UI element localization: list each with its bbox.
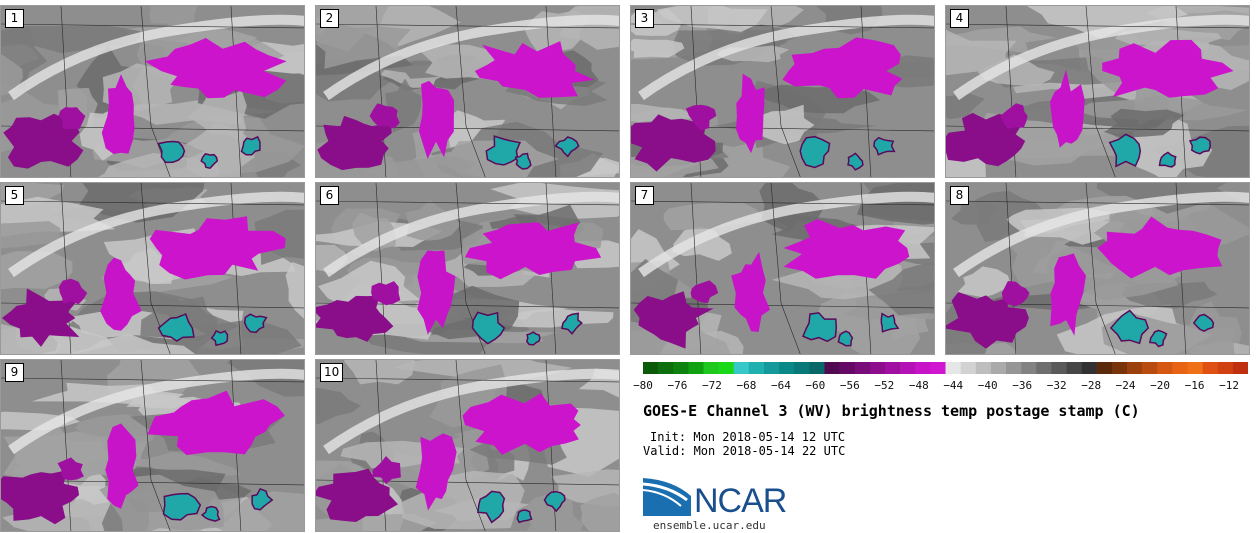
- colorbar-segment: [975, 362, 992, 374]
- colorbar-tick-label: −60: [805, 379, 826, 392]
- panel-number: 6: [320, 186, 339, 205]
- stamp-panel-9: 9: [0, 359, 305, 532]
- colorbar-tick-label: −48: [908, 379, 929, 392]
- colorbar-tick-label: −36: [1012, 379, 1033, 392]
- panel-number: 3: [635, 9, 654, 28]
- colorbar-tick-label: −32: [1046, 379, 1067, 392]
- colorbar-tick-label: −80: [633, 379, 653, 392]
- stamp-image: [631, 6, 934, 177]
- colorbar-segment: [1006, 362, 1022, 374]
- colorbar-segment: [960, 362, 977, 374]
- colorbar-segment: [1157, 362, 1173, 374]
- stamp-image: [946, 183, 1249, 354]
- colorbar-segment: [915, 362, 931, 374]
- stamp-image: [1, 6, 304, 177]
- colorbar-segment: [779, 362, 795, 374]
- colorbar-segment: [1232, 362, 1248, 374]
- colorbar-segment: [733, 362, 750, 374]
- stamp-image: [316, 360, 619, 531]
- valid-time: Valid: Mon 2018-05-14 22 UTC: [643, 444, 846, 458]
- colorbar-tick-label: −40: [977, 379, 998, 392]
- colorbar-segment: [869, 362, 886, 374]
- colorbar-tick-label: −12: [1219, 379, 1239, 392]
- colorbar-segment: [1172, 362, 1188, 374]
- colorbar-segment: [1111, 362, 1128, 374]
- colorbar-tick-label: −52: [874, 379, 895, 392]
- colorbar-segment: [658, 362, 674, 374]
- colorbar-segment: [1187, 362, 1203, 374]
- logo-wordmark: NCAR: [694, 482, 787, 520]
- colorbar-segment: [990, 362, 1007, 374]
- colorbar-segment: [1217, 362, 1234, 374]
- colorbar-segment: [824, 362, 840, 374]
- panel-number: 8: [950, 186, 969, 205]
- colorbar-segment: [718, 362, 735, 374]
- panel-number: 2: [320, 9, 339, 28]
- colorbar-segment: [1142, 362, 1158, 374]
- stamp-image: [316, 183, 619, 354]
- stamp-panel-10: 10: [315, 359, 620, 532]
- stamp-panel-4: 4: [945, 5, 1250, 178]
- site-url: ensemble.ucar.edu: [653, 519, 766, 532]
- stamp-image: [1, 360, 304, 531]
- colorbar-segment: [1051, 362, 1067, 374]
- colorbar-segment: [930, 362, 946, 374]
- stamp-image: [946, 6, 1249, 177]
- colorbar-segment: [885, 362, 901, 374]
- panel-number: 5: [5, 186, 24, 205]
- stamp-panel-6: 6: [315, 182, 620, 355]
- colorbar-tick-label: −16: [1184, 379, 1205, 392]
- colorbar-segment: [748, 362, 765, 374]
- panel-number: 7: [635, 186, 654, 205]
- figure-title: GOES-E Channel 3 (WV) brightness temp po…: [643, 402, 1140, 420]
- init-time: Init: Mon 2018-05-14 12 UTC: [650, 430, 846, 444]
- colorbar-segment: [764, 362, 780, 374]
- colorbar-segment: [1021, 362, 1037, 374]
- colorbar-tick-label: −76: [667, 379, 688, 392]
- colorbar-segment: [1096, 362, 1113, 374]
- colorbar: [643, 362, 1248, 374]
- colorbar-tick-label: −44: [943, 379, 964, 392]
- colorbar-segment: [673, 362, 689, 374]
- stamp-panel-1: 1: [0, 5, 305, 178]
- panel-number: 9: [5, 363, 24, 382]
- colorbar-segment: [794, 362, 810, 374]
- stamp-image: [1, 183, 304, 354]
- colorbar-segment: [703, 362, 719, 374]
- colorbar-tick-label: −68: [736, 379, 757, 392]
- colorbar-segment: [1202, 362, 1219, 374]
- stamp-panel-8: 8: [945, 182, 1250, 355]
- panel-number: 4: [950, 9, 969, 28]
- colorbar-segment: [900, 362, 916, 374]
- panel-number: 10: [320, 363, 344, 382]
- stamp-image: [631, 183, 934, 354]
- colorbar-segment: [1127, 362, 1143, 374]
- colorbar-tick-label: −20: [1150, 379, 1171, 392]
- colorbar-segment: [1081, 362, 1098, 374]
- colorbar-segment: [839, 362, 856, 374]
- stamp-panel-2: 2: [315, 5, 620, 178]
- colorbar-segment: [1036, 362, 1052, 374]
- colorbar-segment: [809, 362, 825, 374]
- colorbar-tick-label: −24: [1115, 379, 1136, 392]
- colorbar-segment: [688, 362, 704, 374]
- colorbar-segment: [945, 362, 961, 374]
- stamp-panel-3: 3: [630, 5, 935, 178]
- stamp-panel-5: 5: [0, 182, 305, 355]
- colorbar-segment: [1066, 362, 1082, 374]
- colorbar-tick-label: −56: [839, 379, 860, 392]
- colorbar-tick-label: −28: [1081, 379, 1102, 392]
- colorbar-segment: [643, 362, 659, 374]
- colorbar-segment: [854, 362, 871, 374]
- colorbar-tick-label: −64: [770, 379, 791, 392]
- colorbar-tick-label: −72: [702, 379, 722, 392]
- stamp-panel-7: 7: [630, 182, 935, 355]
- panel-number: 1: [5, 9, 24, 28]
- stamp-image: [316, 6, 619, 177]
- ncar-logo: [643, 478, 691, 516]
